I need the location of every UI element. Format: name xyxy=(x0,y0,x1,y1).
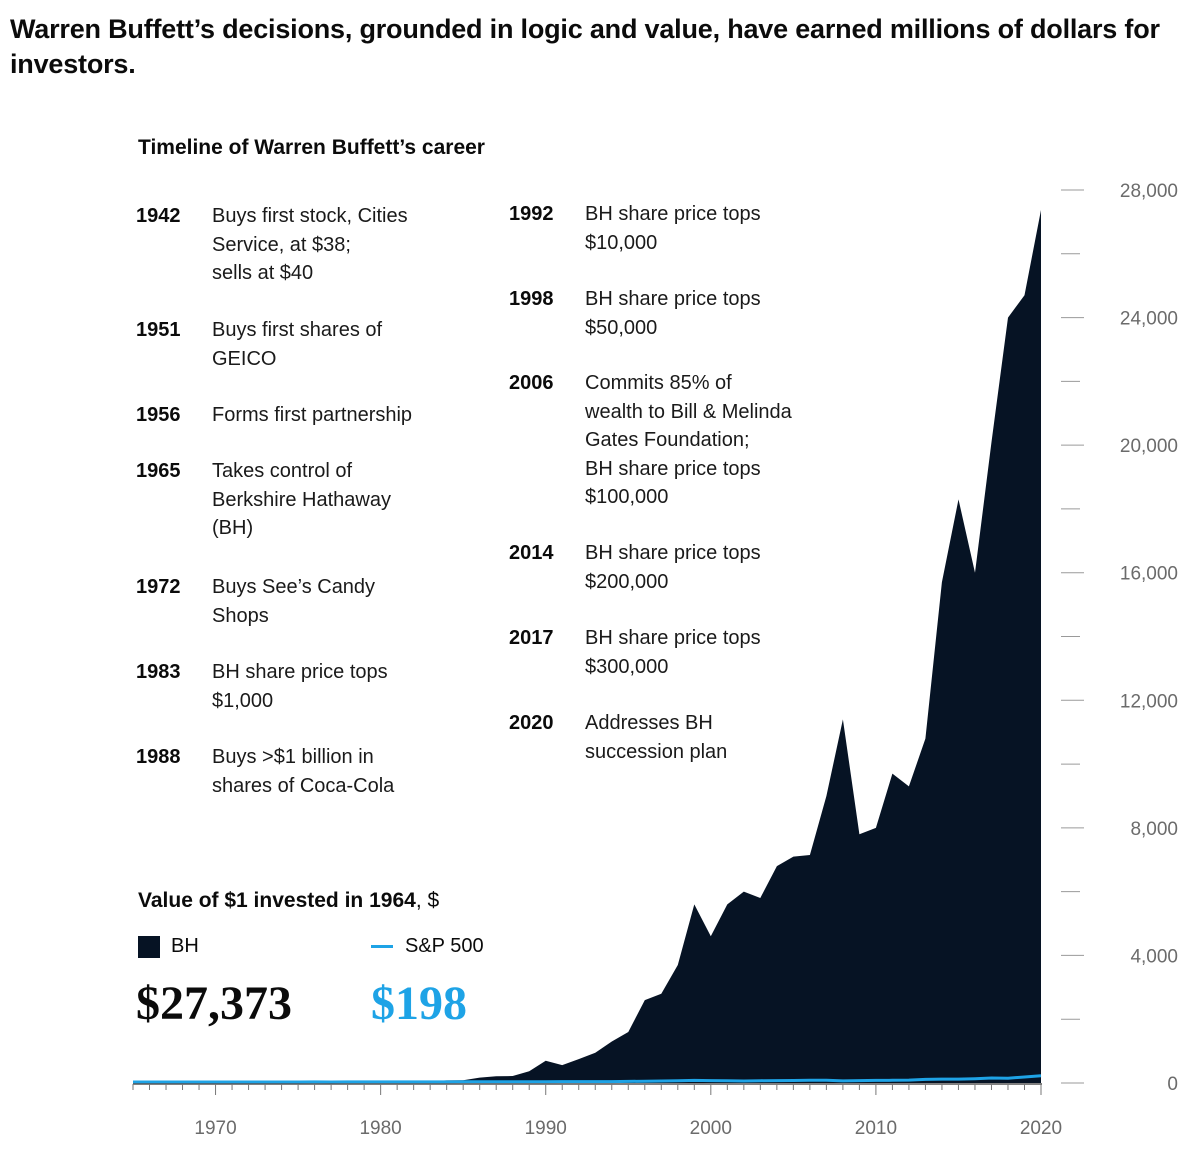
legend-bh-label: BH xyxy=(171,935,199,957)
y-tick-label: 0 xyxy=(1167,1074,1178,1095)
event-year: 1956 xyxy=(136,404,181,426)
event-year: 2017 xyxy=(509,627,554,649)
timeline-event: 2006 Commits 85% of wealth to Bill & Mel… xyxy=(509,369,839,539)
event-text: Buys first stock, Cities Service, at $38… xyxy=(212,205,408,284)
timeline-event: 2014 BH share price tops $200,000 xyxy=(509,539,839,624)
event-year: 2020 xyxy=(509,712,554,734)
x-tick-label: 2020 xyxy=(1020,1118,1062,1139)
x-tick-label: 1970 xyxy=(194,1118,236,1139)
event-year: 1965 xyxy=(136,460,181,482)
event-text: Addresses BH succession plan xyxy=(585,712,728,763)
x-axis: 1970 1980 1990 2000 2010 2020 xyxy=(132,1083,1062,1139)
timeline-event: 1992 BH share price tops $10,000 xyxy=(509,200,839,285)
legend-sp500: S&P 500 xyxy=(371,935,484,958)
timeline-title: Timeline of Warren Buffett’s career xyxy=(138,136,485,159)
event-text: Takes control of Berkshire Hathaway (BH) xyxy=(212,460,391,539)
x-tick-label: 1990 xyxy=(525,1118,567,1139)
sp500-line-layer xyxy=(133,1074,1042,1084)
event-year: 1983 xyxy=(136,661,181,683)
y-tick-label: 16,000 xyxy=(1120,564,1178,585)
y-tick-label: 28,000 xyxy=(1120,181,1178,202)
event-year: 2006 xyxy=(509,372,554,394)
y-tick-label: 24,000 xyxy=(1120,309,1178,330)
x-tick-label: 2000 xyxy=(690,1118,732,1139)
x-tick-label: 1980 xyxy=(359,1118,401,1139)
event-text: BH share price tops $1,000 xyxy=(212,661,388,712)
timeline-left-column: 1942 Buys first stock, Cities Service, a… xyxy=(136,202,466,803)
sp500-final-value: $198 xyxy=(371,977,467,1030)
event-year: 2014 xyxy=(509,542,554,564)
event-year: 1988 xyxy=(136,746,181,768)
timeline-event: 1998 BH share price tops $50,000 xyxy=(509,285,839,369)
event-year: 1992 xyxy=(509,203,554,225)
timeline-event: 1942 Buys first stock, Cities Service, a… xyxy=(136,202,466,316)
timeline-event: 1983 BH share price tops $1,000 xyxy=(136,658,466,743)
event-text: BH share price tops $50,000 xyxy=(585,288,761,339)
bh-area-layer xyxy=(133,210,1041,1083)
event-text: Buys See’s Candy Shops xyxy=(212,576,376,627)
timeline-event: 1956 Forms first partnership xyxy=(136,401,466,457)
value-panel-title: Value of $1 invested in 1964, $ xyxy=(138,889,439,913)
event-text: BH share price tops $10,000 xyxy=(585,203,761,254)
timeline-event: 1988 Buys >$1 billion in shares of Coca-… xyxy=(136,743,466,803)
sp500-line xyxy=(133,1074,1042,1084)
y-axis: 0 4,000 8,000 12,000 16,000 20,000 24,000 28,00… xyxy=(1061,181,1178,1095)
timeline-event: 1965 Takes control of Berkshire Hathaway… xyxy=(136,457,466,573)
y-tick-label: 20,000 xyxy=(1120,436,1178,457)
event-year: 1972 xyxy=(136,576,181,598)
event-year: 1951 xyxy=(136,319,181,341)
timeline-event: 1972 Buys See’s Candy Shops xyxy=(136,573,466,658)
event-text: Commits 85% of wealth to Bill & Melinda … xyxy=(585,372,792,508)
event-text: Buys first shares of GEICO xyxy=(212,319,383,370)
event-year: 1942 xyxy=(136,205,181,227)
value-title-bold: Value of $1 invested in 1964 xyxy=(138,889,416,912)
y-tick-label: 8,000 xyxy=(1130,819,1178,840)
headline: Warren Buffett’s decisions, grounded in … xyxy=(10,14,1160,80)
timeline-event: 1951 Buys first shares of GEICO xyxy=(136,316,466,401)
legend-bh: BH xyxy=(138,935,199,958)
value-title-unit: , $ xyxy=(415,889,440,912)
event-text: Forms first partnership xyxy=(212,404,413,426)
timeline-right-column: 1992 BH share price tops $10,000 1998 BH… xyxy=(509,200,839,769)
x-tick-label: 2010 xyxy=(855,1118,897,1139)
legend-sp500-label: S&P 500 xyxy=(405,935,484,957)
y-tick-label: 4,000 xyxy=(1130,946,1178,967)
bh-swatch-icon xyxy=(138,935,160,958)
y-tick-label: 12,000 xyxy=(1120,691,1178,712)
sp500-swatch-icon xyxy=(371,945,393,948)
event-text: Buys >$1 billion in shares of Coca-Cola xyxy=(212,746,395,797)
timeline-event: 2017 BH share price tops $300,000 xyxy=(509,624,839,709)
event-text: BH share price tops $300,000 xyxy=(585,627,761,678)
bh-final-value: $27,373 xyxy=(136,977,292,1030)
bh-area xyxy=(133,210,1041,1083)
timeline-event: 2020 Addresses BH succession plan xyxy=(509,709,839,769)
event-year: 1998 xyxy=(509,288,554,310)
event-text: BH share price tops $200,000 xyxy=(585,542,761,593)
